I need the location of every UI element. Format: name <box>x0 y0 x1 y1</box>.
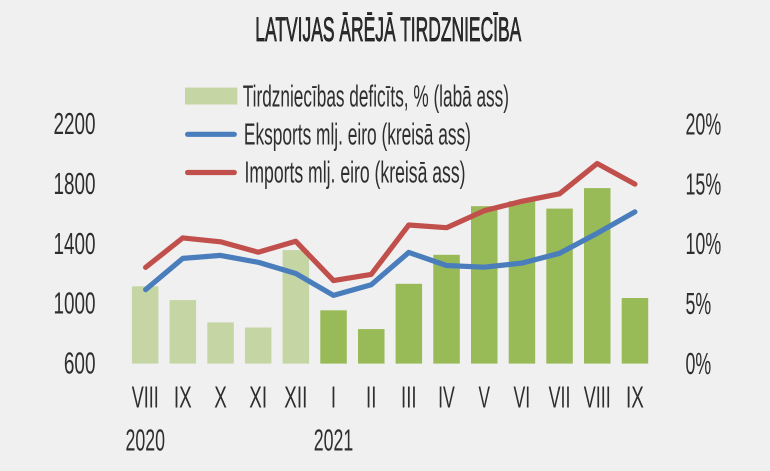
svg-text:15%: 15% <box>686 166 722 201</box>
svg-text:IV: IV <box>438 380 455 415</box>
svg-text:VIII: VIII <box>132 380 159 415</box>
svg-text:2200: 2200 <box>54 106 96 141</box>
svg-text:V: V <box>478 380 490 415</box>
svg-text:IX: IX <box>626 380 644 415</box>
svg-text:Eksports mlj. eiro (kreisā ass: Eksports mlj. eiro (kreisā ass) <box>244 117 471 152</box>
svg-text:VIII: VIII <box>584 380 611 415</box>
svg-text:XII: XII <box>284 380 307 415</box>
svg-text:Tirdzniecības deficīts, % (lab: Tirdzniecības deficīts, % (labā ass) <box>243 78 509 113</box>
svg-text:1800: 1800 <box>54 166 96 201</box>
svg-text:III: III <box>401 380 417 415</box>
svg-text:600: 600 <box>64 346 96 381</box>
svg-text:Imports mlj. eiro (kreisā ass): Imports mlj. eiro (kreisā ass) <box>245 155 466 190</box>
svg-text:20%: 20% <box>686 107 722 142</box>
svg-text:2020: 2020 <box>126 423 166 458</box>
svg-text:VI: VI <box>513 380 530 415</box>
svg-text:2021: 2021 <box>314 423 354 458</box>
svg-text:LATVIJAS ĀRĒJĀ TIRDZNIECĪBA: LATVIJAS ĀRĒJĀ TIRDZNIECĪBA <box>255 11 521 49</box>
svg-text:1000: 1000 <box>54 286 96 321</box>
svg-text:IX: IX <box>174 380 192 415</box>
svg-text:X: X <box>214 380 227 415</box>
svg-text:0%: 0% <box>686 346 712 381</box>
svg-text:10%: 10% <box>686 226 722 261</box>
svg-text:5%: 5% <box>686 286 712 321</box>
svg-text:I: I <box>331 380 336 415</box>
svg-text:1400: 1400 <box>54 226 96 261</box>
svg-text:II: II <box>366 380 376 415</box>
svg-text:VII: VII <box>549 380 571 415</box>
svg-text:XI: XI <box>249 380 267 415</box>
